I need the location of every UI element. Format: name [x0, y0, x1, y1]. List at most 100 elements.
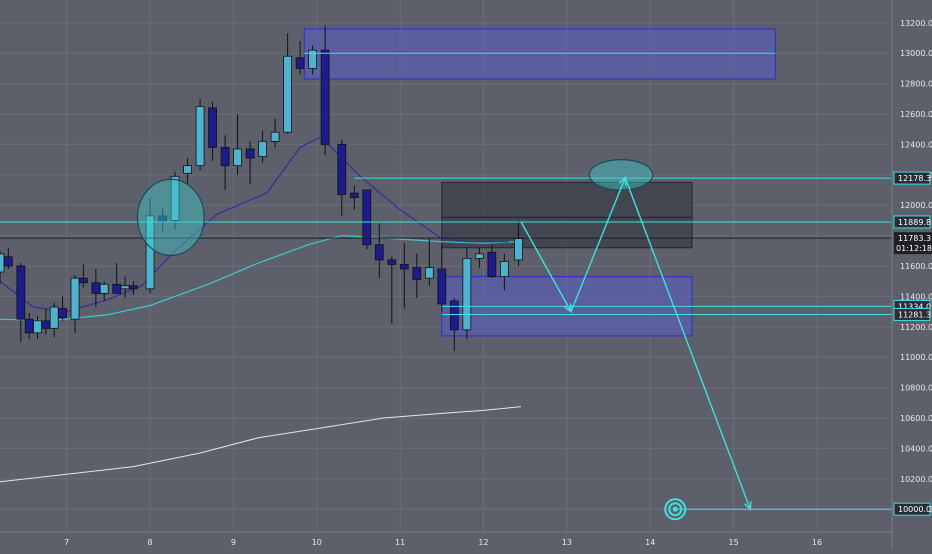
candle-bearish: [449, 300, 459, 331]
supply-zone: [303, 28, 776, 80]
zones-layer: [303, 28, 776, 337]
x-tick-label: 7: [64, 538, 69, 547]
x-tick-label: 11: [395, 538, 405, 547]
candle-bullish: [308, 49, 318, 69]
highlight-ellipse: [588, 159, 654, 191]
x-tick-label: 10: [312, 538, 322, 547]
candle-bullish: [424, 267, 434, 279]
highlight-ellipse: [136, 178, 205, 256]
current-price-label: 11783.3: [898, 234, 931, 243]
y-tick-label: 12400.0: [900, 140, 932, 149]
x-tick-label: 16: [812, 538, 822, 547]
candle-bearish: [320, 49, 330, 145]
candle-bearish: [337, 143, 347, 195]
countdown-label: 01:12:18: [896, 244, 932, 253]
ma-slow-line: [0, 406, 522, 483]
candle-bullish: [195, 106, 205, 167]
y-tick-label: 10800.0: [900, 384, 932, 393]
y-tick-label: 10200.0: [900, 475, 932, 484]
candle-bullish: [258, 140, 267, 157]
candle-bullish: [462, 257, 472, 331]
candle-bullish: [233, 148, 242, 167]
candle-bearish: [399, 264, 409, 270]
projection-arrowhead: [618, 176, 627, 186]
y-tick-label: 11000.0: [900, 353, 932, 362]
y-tick-label: 11400.0: [900, 292, 932, 301]
y-tick-label: 12800.0: [900, 80, 932, 89]
candle-bullish: [49, 306, 59, 329]
price-tag-label: 11889.8: [898, 218, 931, 227]
overlays-layer: [0, 52, 892, 521]
candle-bullish: [99, 283, 109, 294]
candle-bearish: [24, 318, 34, 334]
candle-bearish: [387, 259, 397, 265]
candle-bearish: [41, 320, 51, 329]
candle-bearish: [3, 256, 13, 267]
x-tick-label: 14: [645, 538, 655, 547]
candle-bearish: [78, 277, 88, 284]
candle-bearish: [128, 285, 138, 290]
price-tag: [893, 307, 931, 321]
candle-bearish: [374, 244, 384, 261]
candle-bullish: [145, 215, 155, 290]
candle-bullish: [270, 131, 280, 142]
y-tick-label: 11200.0: [900, 323, 932, 332]
candle-bullish: [283, 55, 293, 133]
x-tick-label: 9: [231, 538, 236, 547]
price-tag-label: 12178.3: [898, 174, 931, 183]
candle-bearish: [91, 282, 101, 294]
candle-bullish: [499, 261, 509, 278]
candle-bearish: [220, 147, 230, 167]
y-tick-label: 13200.0: [900, 19, 932, 28]
y-tick-label: 13000.0: [900, 49, 932, 58]
target-marker-ring: [668, 502, 683, 517]
candle-bullish: [70, 277, 80, 320]
candle-bearish: [245, 148, 255, 159]
y-tick-label: 12600.0: [900, 110, 932, 119]
ma-mid-line: [0, 234, 517, 322]
range-box: [441, 181, 693, 218]
price-tag-label: 11281.3: [898, 310, 931, 319]
price-tag-label: 10000.0: [898, 505, 931, 514]
x-tick-label: 15: [729, 538, 739, 547]
price-tag-label: 11334.0: [898, 302, 931, 311]
candle-bullish: [170, 175, 180, 221]
candle-bullish: [474, 253, 484, 259]
price-axis-panel: [892, 0, 932, 550]
target-marker-icon: [664, 498, 687, 521]
candle-bearish: [437, 268, 447, 305]
candle-bullish: [120, 285, 130, 290]
ma-fast-line: [0, 136, 509, 313]
y-tick-label: 10600.0: [900, 414, 932, 423]
candle-bearish: [362, 189, 372, 246]
candle-bullish: [0, 253, 5, 273]
candle-bearish: [412, 267, 422, 281]
projection-arrowhead: [564, 303, 572, 314]
y-tick-label: 12000.0: [900, 201, 932, 210]
candle-bearish: [112, 283, 122, 294]
candle-bearish: [295, 57, 305, 69]
y-tick-label: 10400.0: [900, 444, 932, 453]
y-tick-label: 11600.0: [900, 262, 932, 271]
current-price-tag: [894, 232, 932, 255]
moving-averages-layer: [0, 136, 522, 483]
price-tag: [893, 215, 931, 229]
price-tag: [893, 502, 931, 516]
target-marker-dot: [672, 506, 678, 512]
projection-arrowhead: [744, 501, 752, 511]
candle-bullish: [183, 165, 192, 174]
x-tick-label: 8: [148, 538, 153, 547]
candle-bearish: [208, 107, 217, 148]
x-tick-label: 12: [478, 538, 488, 547]
candle-bearish: [349, 192, 359, 198]
candle-bearish: [16, 265, 26, 320]
candle-bearish: [58, 308, 67, 319]
candle-bullish: [33, 320, 42, 334]
projection-path: [520, 175, 751, 510]
price-tag: [893, 171, 931, 185]
candle-bullish: [514, 238, 523, 261]
x-tick-label: 13: [562, 538, 572, 547]
candles-layer: [0, 25, 523, 352]
